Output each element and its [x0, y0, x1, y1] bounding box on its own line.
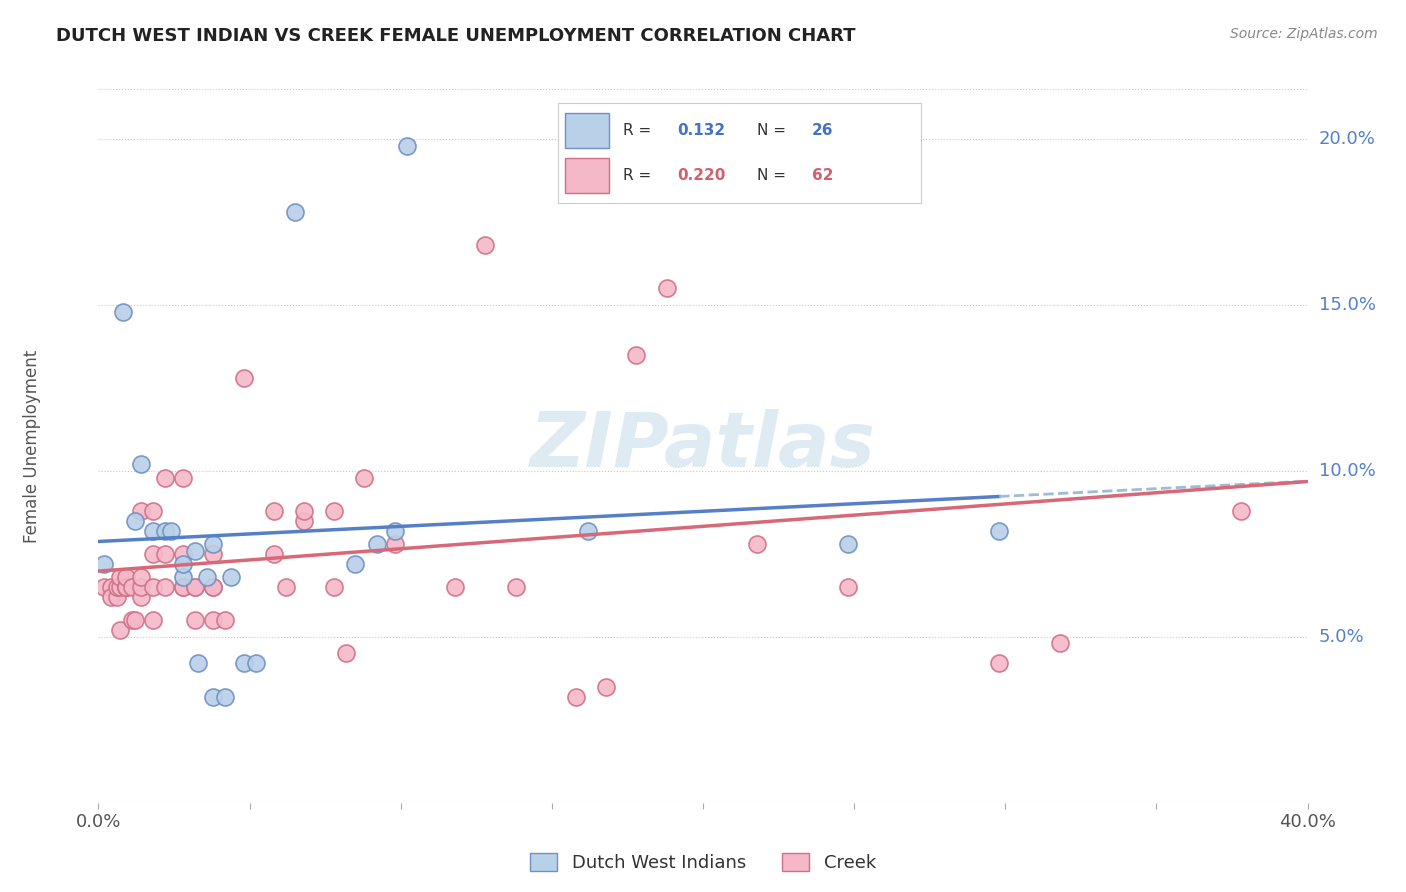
Text: Female Unemployment: Female Unemployment: [22, 350, 41, 542]
Point: [124, 514, 146, 528]
Point: [214, 613, 236, 627]
Point: [202, 580, 225, 594]
Point: [232, 371, 254, 385]
Point: [172, 580, 194, 594]
Point: [384, 537, 406, 551]
Point: [245, 657, 267, 671]
Point: [214, 690, 236, 704]
Point: [366, 537, 388, 551]
Point: [142, 504, 165, 518]
Point: [837, 580, 859, 594]
Point: [172, 580, 194, 594]
Point: [221, 570, 243, 584]
Point: [195, 570, 218, 584]
Point: [202, 690, 225, 704]
Text: ZIPatlas: ZIPatlas: [530, 409, 876, 483]
Point: [124, 613, 146, 627]
Point: [129, 590, 152, 604]
Point: [153, 524, 176, 538]
Point: [292, 504, 315, 518]
Point: [274, 580, 297, 594]
Legend: Dutch West Indians, Creek: Dutch West Indians, Creek: [523, 846, 883, 880]
Text: 20.0%: 20.0%: [1319, 130, 1375, 148]
Point: [142, 547, 165, 561]
Point: [232, 657, 254, 671]
Point: [202, 613, 225, 627]
Point: [395, 138, 418, 153]
Point: [1230, 504, 1253, 518]
Point: [114, 580, 136, 594]
Text: 15.0%: 15.0%: [1319, 296, 1375, 314]
Point: [142, 613, 165, 627]
Point: [444, 580, 467, 594]
Point: [384, 524, 406, 538]
Point: [114, 570, 136, 584]
Point: [323, 504, 346, 518]
Point: [747, 537, 769, 551]
Point: [263, 504, 285, 518]
Point: [121, 613, 143, 627]
Point: [576, 524, 599, 538]
Point: [655, 281, 678, 295]
Point: [184, 580, 207, 594]
Point: [153, 470, 176, 484]
Point: [108, 580, 131, 594]
Point: [108, 624, 131, 638]
Point: [344, 557, 367, 571]
Point: [988, 657, 1011, 671]
Point: [505, 580, 527, 594]
Point: [335, 647, 357, 661]
Point: [988, 524, 1011, 538]
Text: 5.0%: 5.0%: [1319, 628, 1364, 646]
Point: [160, 524, 183, 538]
Point: [184, 580, 207, 594]
Point: [202, 537, 225, 551]
Text: 10.0%: 10.0%: [1319, 462, 1375, 480]
Point: [184, 543, 207, 558]
Point: [565, 690, 588, 704]
Point: [129, 570, 152, 584]
Point: [108, 570, 131, 584]
Point: [153, 547, 176, 561]
Point: [105, 580, 128, 594]
Point: [172, 470, 194, 484]
Point: [114, 580, 136, 594]
Point: [184, 613, 207, 627]
Point: [114, 580, 136, 594]
Text: Source: ZipAtlas.com: Source: ZipAtlas.com: [1230, 27, 1378, 41]
Point: [837, 537, 859, 551]
Point: [263, 547, 285, 561]
Point: [111, 304, 134, 318]
Point: [93, 580, 115, 594]
Point: [142, 524, 165, 538]
Point: [142, 580, 165, 594]
Point: [172, 547, 194, 561]
Point: [626, 348, 648, 362]
Point: [153, 580, 176, 594]
Point: [100, 580, 122, 594]
Point: [129, 504, 152, 518]
Text: DUTCH WEST INDIAN VS CREEK FEMALE UNEMPLOYMENT CORRELATION CHART: DUTCH WEST INDIAN VS CREEK FEMALE UNEMPL…: [56, 27, 856, 45]
Point: [292, 514, 315, 528]
Point: [93, 557, 115, 571]
Point: [284, 205, 307, 219]
Point: [129, 457, 152, 471]
Point: [202, 547, 225, 561]
Point: [202, 580, 225, 594]
Point: [172, 570, 194, 584]
Point: [353, 470, 375, 484]
Point: [105, 590, 128, 604]
Point: [187, 657, 209, 671]
Point: [686, 182, 709, 196]
Point: [1049, 636, 1071, 650]
Point: [100, 590, 122, 604]
Point: [595, 680, 617, 694]
Point: [121, 580, 143, 594]
Point: [172, 557, 194, 571]
Point: [129, 580, 152, 594]
Point: [474, 238, 496, 252]
Point: [323, 580, 346, 594]
